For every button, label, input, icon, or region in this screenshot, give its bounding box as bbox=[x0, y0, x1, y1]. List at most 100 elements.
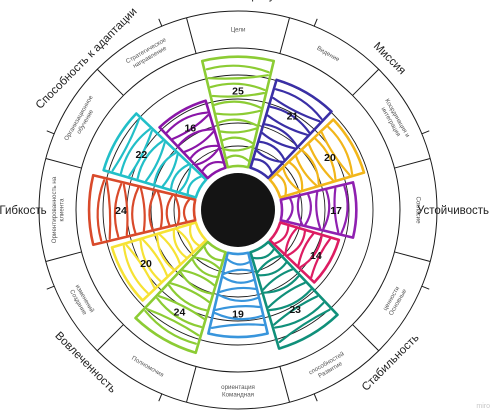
wedge-outline bbox=[102, 112, 208, 199]
wedge-hatch bbox=[210, 323, 265, 330]
wedge-hatch bbox=[125, 244, 156, 289]
wedge-hatch bbox=[113, 182, 123, 238]
segment-sublabel: Видение bbox=[315, 45, 341, 64]
wedge-hatch bbox=[169, 163, 190, 190]
wedge-hatch bbox=[222, 268, 253, 276]
wedge-hatch bbox=[273, 295, 319, 326]
segment-divider bbox=[352, 68, 380, 96]
center-hub bbox=[201, 173, 275, 247]
wedge-hatch bbox=[193, 256, 221, 270]
score-values: 22 16 25 21 20 17 14 23 19 24 20 24 bbox=[115, 85, 342, 320]
wedge-hatch bbox=[304, 193, 312, 227]
segment-value: 16 bbox=[184, 122, 196, 134]
segment-value: 24 bbox=[115, 205, 127, 217]
segment-value: 23 bbox=[289, 304, 301, 316]
segment-wedge bbox=[268, 221, 341, 284]
wedge-hatch bbox=[340, 185, 349, 235]
wedge-hatch bbox=[105, 179, 112, 240]
wedge-hatch bbox=[148, 190, 157, 231]
segment-value: 14 bbox=[310, 250, 322, 262]
wedge-hatch bbox=[144, 141, 166, 183]
segment-divider bbox=[352, 324, 380, 352]
segment-wedge bbox=[207, 251, 269, 339]
ring-circle bbox=[150, 122, 326, 298]
segment-divider bbox=[186, 366, 197, 403]
wedge-hatch bbox=[282, 167, 301, 192]
wedge-hatch bbox=[171, 114, 210, 140]
wedge-hatch bbox=[142, 238, 168, 277]
wedge-hatch bbox=[327, 126, 354, 176]
quadrant-tick bbox=[421, 130, 430, 135]
wedge-hatch bbox=[146, 307, 200, 337]
wedge-outline bbox=[207, 251, 269, 339]
wedge-hatch bbox=[122, 183, 129, 236]
wedge-hatch bbox=[284, 227, 298, 255]
ring-circle bbox=[102, 74, 374, 346]
quadrant-tick bbox=[313, 18, 318, 27]
quadrant-tick bbox=[46, 130, 55, 135]
segment-value: 20 bbox=[324, 152, 336, 164]
wedge-hatch bbox=[203, 245, 224, 262]
quadrant-label: Внешний фокус bbox=[196, 0, 281, 2]
wedge-hatch bbox=[128, 129, 153, 177]
wedge-hatch bbox=[261, 131, 296, 150]
wedge-hatch bbox=[222, 275, 255, 284]
segment-divider bbox=[45, 251, 82, 262]
wedge-hatch bbox=[299, 235, 323, 269]
segment-value: 20 bbox=[140, 258, 152, 270]
wedge-hatch bbox=[275, 173, 287, 197]
wedge-hatch bbox=[257, 261, 288, 277]
wedge-hatch bbox=[153, 151, 177, 185]
wedge-hatch bbox=[274, 88, 323, 120]
wedge-hatch bbox=[296, 195, 304, 226]
segment-wedge bbox=[249, 78, 333, 180]
wedge-hatch bbox=[301, 149, 320, 186]
wheel-rings bbox=[38, 10, 438, 410]
wedge-outline bbox=[268, 221, 341, 284]
segment-value: 24 bbox=[174, 306, 186, 318]
wedge-hatch bbox=[144, 310, 197, 345]
quadrant-label: Устойчивость bbox=[417, 205, 489, 217]
segment-divider bbox=[394, 158, 431, 169]
wedge-hatch bbox=[183, 130, 215, 153]
sector-dividers bbox=[45, 17, 431, 403]
wedge-hatch bbox=[111, 118, 141, 172]
segment-wedge bbox=[268, 118, 366, 199]
wedge-hatch bbox=[201, 161, 225, 173]
wedge-hatch bbox=[157, 295, 205, 320]
wedge-hatch bbox=[297, 232, 315, 267]
wedge-outline bbox=[158, 99, 227, 180]
segment-sublabel-line: Согласие bbox=[415, 196, 422, 224]
wedge-hatch bbox=[310, 237, 332, 279]
wedge-hatch bbox=[252, 158, 273, 175]
wedge-hatch bbox=[156, 297, 203, 329]
segment-wedge bbox=[158, 99, 227, 180]
segment-value: 19 bbox=[232, 308, 244, 320]
segment-sublabel-line: клиента bbox=[58, 198, 65, 221]
segment-sublabel-line: ориентация bbox=[221, 384, 255, 391]
segment-wedge bbox=[102, 112, 208, 199]
wedge-hatch bbox=[214, 305, 261, 312]
wedge-hatch bbox=[251, 248, 275, 260]
wedge-hatch bbox=[175, 228, 194, 253]
segment-wedge bbox=[200, 55, 276, 169]
segment-sublabel-line: Видение bbox=[315, 45, 341, 64]
segment-wedge bbox=[279, 181, 358, 239]
wedge-hatch bbox=[217, 118, 258, 127]
wedge-hatch bbox=[278, 308, 331, 344]
wedge-hatch bbox=[320, 131, 351, 176]
wedge-hatch bbox=[225, 154, 250, 163]
wedge-hatch bbox=[122, 244, 149, 294]
segment-sublabel-line: Командная bbox=[222, 391, 254, 398]
wedge-hatch bbox=[269, 105, 311, 134]
wedge-hatch bbox=[131, 186, 140, 234]
wedge-hatch bbox=[211, 91, 266, 98]
wedge-hatch bbox=[161, 153, 179, 188]
wedge-hatch bbox=[288, 161, 304, 191]
wedge-hatch bbox=[255, 149, 284, 163]
wedge-hatch bbox=[167, 284, 208, 312]
ring-circle bbox=[38, 10, 438, 410]
wedge-outline bbox=[249, 78, 333, 180]
